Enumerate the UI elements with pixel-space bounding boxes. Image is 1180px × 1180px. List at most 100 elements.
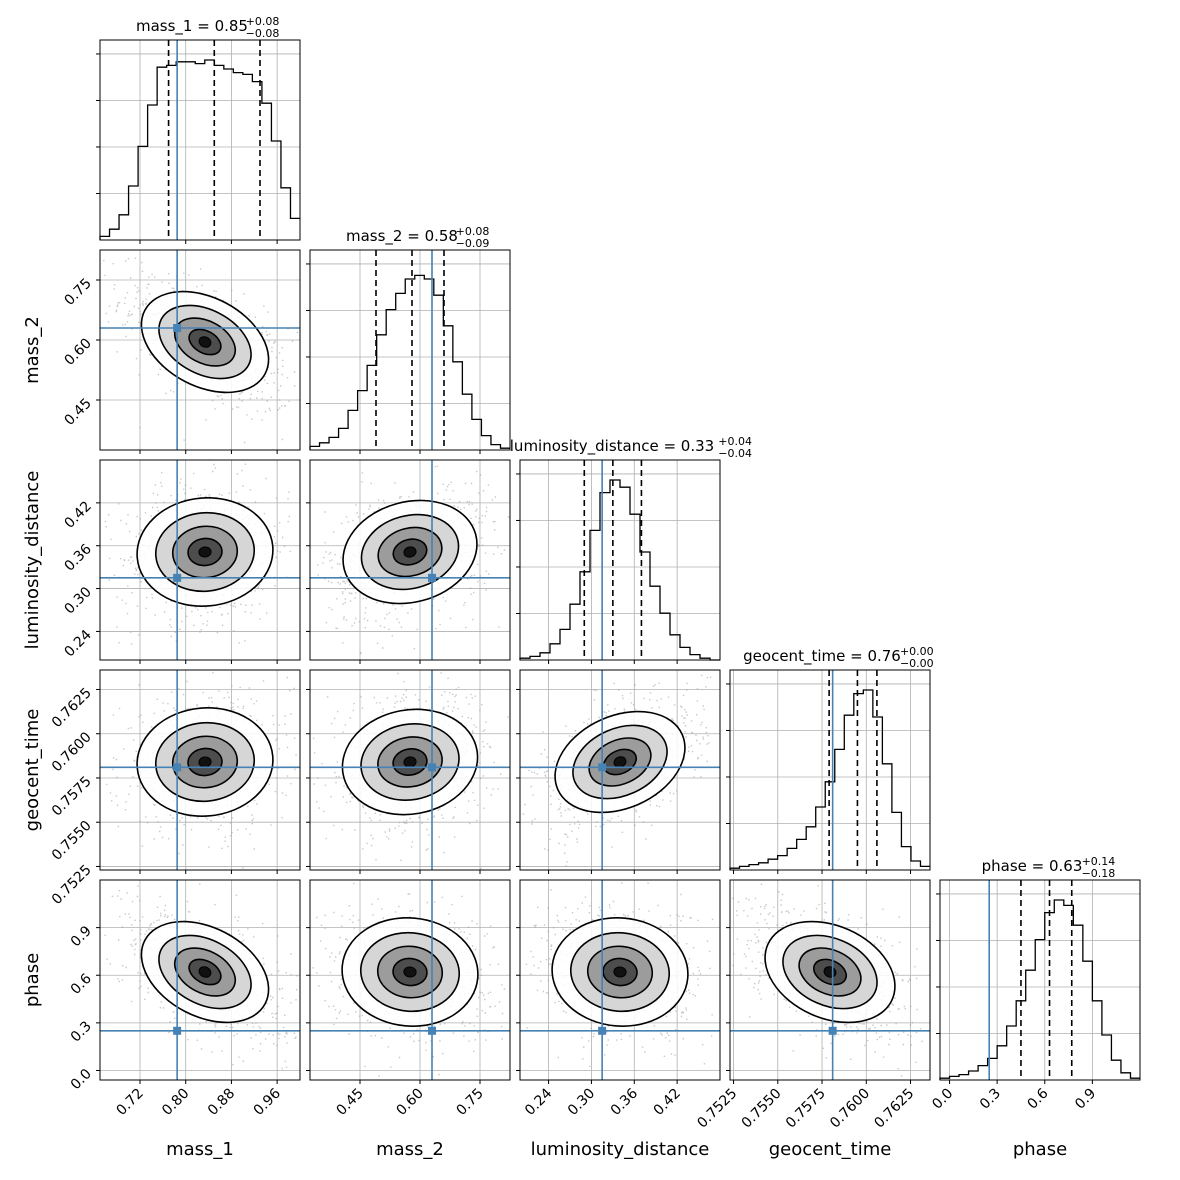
y-tick-label: 0.9 [68, 923, 95, 950]
histogram-step-mass_2 [309, 274, 510, 450]
sample-points [732, 883, 923, 1077]
panel-frame [99, 39, 301, 241]
panel-title-plus: +0.04 [718, 435, 752, 448]
panel-luminosity_distance-vs-mass_2 [306, 459, 511, 664]
x-axis-label: luminosity_distance [531, 1139, 710, 1160]
panel-frame [519, 459, 721, 661]
panel-geocent_time-vs-mass_2 [306, 669, 511, 874]
x-axis-label: phase [1013, 1139, 1067, 1160]
x-tick-label: 0.88 [205, 1086, 238, 1119]
panel-phase-vs-luminosity_distance [516, 879, 721, 1084]
y-tick-label: 0.3 [68, 1018, 95, 1045]
x-tick-label: 0.9 [1072, 1086, 1099, 1113]
y-tick-label: 0.75 [61, 276, 94, 309]
panel-frame [519, 669, 721, 871]
panel-title-plus: +0.08 [456, 225, 490, 238]
truth-marker [428, 763, 436, 772]
density-peak [403, 966, 417, 978]
panel-luminosity_distance-vs-mass_1 [96, 459, 301, 664]
truth-marker [428, 1026, 436, 1035]
x-tick-label: 0.72 [113, 1086, 146, 1119]
x-tick-label: 0.42 [651, 1086, 684, 1119]
y-tick-label: 0.60 [61, 336, 94, 369]
density-peak [198, 966, 212, 978]
panel-frame [519, 879, 721, 1081]
histogram-panel-phase: phase = 0.63 +0.14−0.18 [936, 855, 1141, 1084]
density-peak [403, 546, 417, 558]
histogram-panel-mass_1: mass_1 = 0.85+0.08−0.08 [96, 15, 301, 244]
panel-title-plus: +0.14 [1082, 855, 1116, 868]
panel-phase-vs-mass_1 [96, 879, 301, 1084]
y-tick-label: 0.7550 [49, 818, 95, 864]
y-axis-label: luminosity_distance [22, 471, 43, 650]
y-axis-label: mass_2 [22, 316, 43, 384]
panel-frame [309, 879, 511, 1081]
panel-frame [939, 879, 1141, 1081]
x-tick-label: 0.24 [522, 1085, 555, 1118]
panel-frame [309, 249, 511, 451]
panel-frame [309, 459, 511, 661]
panel-geocent_time-vs-luminosity_distance [516, 669, 721, 874]
y-tick-label: 0.30 [61, 584, 94, 617]
x-tick-label: 0.60 [393, 1086, 426, 1119]
panel-geocent_time-vs-mass_1 [96, 669, 301, 874]
x-tick-label: 0.96 [251, 1085, 284, 1118]
y-tick-label: 0.7625 [49, 685, 95, 731]
panel-frame [99, 879, 301, 1081]
y-tick-label: 0.0 [68, 1066, 95, 1093]
panel-title-mass_2: mass_2 = 0.58 [346, 227, 458, 246]
x-tick-label: 0.0 [929, 1086, 956, 1113]
y-tick-label: 0.36 [61, 541, 94, 574]
x-tick-label: 0.30 [565, 1086, 598, 1119]
x-tick-label: 0.75 [453, 1086, 486, 1119]
y-tick-label: 0.7600 [49, 729, 95, 775]
x-tick-label: 0.36 [608, 1085, 641, 1118]
truth-marker [173, 1026, 182, 1035]
x-tick-label: 0.7550 [739, 1086, 785, 1132]
panel-title-plus: +0.08 [246, 15, 280, 28]
x-axis-label: mass_1 [166, 1139, 234, 1160]
y-tick-label: 0.45 [61, 396, 94, 429]
panel-title-minus: −0.04 [718, 447, 752, 460]
panel-title-minus: −0.09 [456, 237, 490, 250]
panel-phase-vs-geocent_time [726, 879, 931, 1084]
y-tick-label: 0.7525 [49, 862, 95, 908]
panel-frame [99, 669, 301, 871]
truth-marker [598, 1026, 607, 1035]
histogram-panel-mass_2: mass_2 = 0.58+0.08−0.09 [306, 225, 511, 454]
panel-frame [729, 669, 931, 871]
panel-title-minus: −0.18 [1082, 867, 1116, 880]
x-tick-label: 0.80 [159, 1086, 192, 1119]
x-tick-label: 0.7625 [871, 1086, 917, 1132]
density-peak [198, 546, 212, 558]
panel-frame [729, 879, 931, 1081]
x-tick-label: 0.7600 [827, 1086, 873, 1132]
y-tick-label: 0.42 [61, 498, 94, 531]
panel-title-plus: +0.00 [900, 645, 934, 658]
y-tick-label: 0.6 [68, 971, 95, 998]
truth-marker [173, 763, 182, 772]
truth-marker [828, 1026, 837, 1035]
x-tick-label: 0.7525 [694, 1086, 740, 1132]
panel-title-minus: −0.00 [900, 657, 934, 670]
x-tick-label: 0.3 [977, 1086, 1004, 1113]
truth-marker [173, 573, 182, 582]
x-tick-label: 0.45 [333, 1086, 366, 1119]
x-tick-label: 0.6 [1025, 1085, 1052, 1112]
y-tick-label: 0.24 [61, 627, 94, 660]
histogram-step-mass_1 [99, 59, 300, 240]
panel-frame [99, 249, 301, 451]
density-peak [198, 336, 212, 348]
histogram-step-geocent_time [729, 689, 930, 870]
density-peak [613, 966, 627, 978]
panel-frame [309, 669, 511, 871]
panel-frame [99, 459, 301, 661]
panel-title-luminosity_distance: luminosity_distance = 0.33 [510, 437, 714, 456]
truth-marker [598, 763, 607, 772]
panel-title-phase: phase = 0.63 [982, 857, 1083, 875]
x-axis-label: mass_2 [376, 1139, 444, 1160]
panel-phase-vs-mass_2 [306, 879, 511, 1084]
histogram-step-luminosity_distance [519, 479, 720, 661]
